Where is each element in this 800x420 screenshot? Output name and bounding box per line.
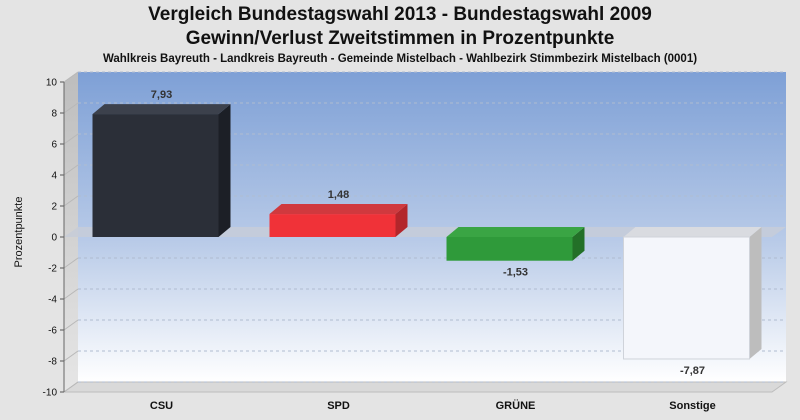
- x-tick-label: SPD: [327, 400, 350, 412]
- gridline-side: [63, 319, 79, 331]
- data-label: -7,87: [680, 365, 705, 377]
- y-tick-label: 6: [51, 140, 57, 151]
- y-tick-label: 4: [51, 171, 57, 182]
- bar: [623, 227, 762, 360]
- bar-side: [572, 227, 585, 261]
- data-label: -1,53: [503, 267, 528, 279]
- bar-front: [269, 214, 396, 237]
- data-label: 7,93: [151, 89, 172, 101]
- bar-front: [623, 236, 750, 360]
- bar-top: [92, 104, 231, 115]
- y-tick-label: -10: [43, 388, 58, 399]
- y-tick-label: 2: [51, 202, 57, 213]
- bar-front: [446, 237, 573, 261]
- gridline-side: [63, 164, 79, 176]
- bar-side: [395, 204, 408, 237]
- y-tick-label: -8: [48, 357, 57, 368]
- bar: [269, 204, 408, 237]
- bar-top: [446, 227, 585, 237]
- chart-caption: Wahlkreis Bayreuth - Landkreis Bayreuth …: [102, 53, 698, 65]
- gridline-side: [63, 288, 79, 300]
- y-tick-label: 10: [46, 78, 58, 89]
- gridline-side: [63, 257, 79, 269]
- x-tick-label: CSU: [150, 400, 173, 412]
- bar: [92, 104, 231, 238]
- y-tick-label: -2: [48, 264, 57, 275]
- bar-side: [218, 104, 231, 238]
- y-tick-label: -6: [48, 326, 57, 337]
- chart-title: Vergleich Bundestagswahl 2013 - Bundesta…: [148, 4, 652, 25]
- x-tick-label: Sonstige: [669, 400, 715, 412]
- gridline-side: [63, 133, 79, 145]
- gridline-side: [63, 350, 79, 362]
- x-tick-label: GRÜNE: [496, 399, 536, 412]
- bar-top: [269, 204, 408, 215]
- gridline-side: [63, 71, 79, 83]
- floor: [62, 381, 788, 393]
- gridline-side: [63, 381, 79, 393]
- bar-front: [92, 114, 219, 237]
- gridline-side: [63, 195, 79, 207]
- y-tick-label: -4: [48, 295, 57, 306]
- bar: [446, 227, 585, 261]
- chart-subtitle: Gewinn/Verlust Zweitstimmen in Prozentpu…: [185, 28, 615, 49]
- y-tick-label: 8: [51, 109, 57, 120]
- gridline-side: [63, 102, 79, 114]
- zero-plane: [64, 227, 786, 237]
- data-label: 1,48: [328, 189, 349, 201]
- y-axis-label: Prozentpunkte: [13, 197, 25, 268]
- y-tick-label: 0: [51, 233, 57, 244]
- bar-side: [749, 227, 762, 359]
- bar-top: [623, 227, 762, 237]
